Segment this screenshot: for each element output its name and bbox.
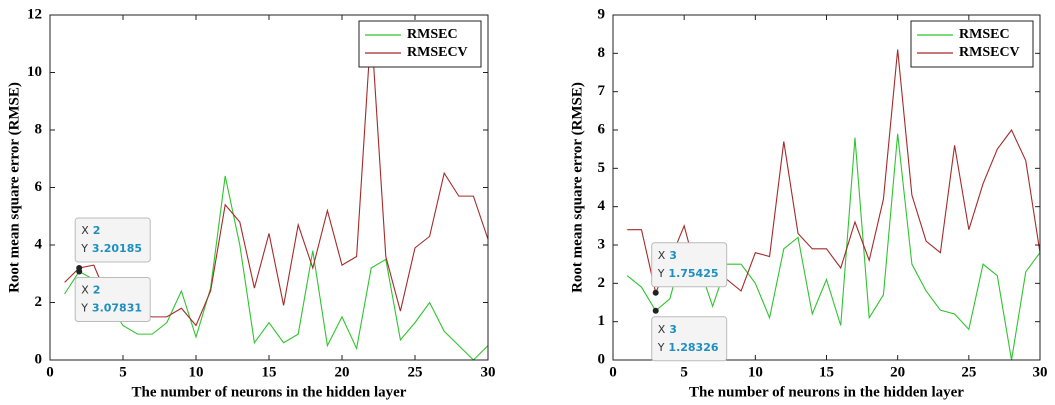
datatip-box bbox=[651, 316, 728, 362]
y-tick-label: 2 bbox=[35, 294, 43, 310]
datatip-prefix: Y bbox=[657, 341, 665, 354]
y-tick-label: 7 bbox=[598, 83, 606, 99]
x-tick-label: 20 bbox=[890, 364, 905, 380]
x-tick-label: 20 bbox=[335, 364, 350, 380]
y-tick-label: 1 bbox=[598, 313, 606, 329]
datatip-point bbox=[76, 268, 83, 275]
datatip-box bbox=[74, 217, 151, 263]
y-axis-label: Root mean square error (RMSE) bbox=[569, 82, 585, 293]
datatip-x-value: 3 bbox=[669, 249, 677, 262]
x-tick-label: 0 bbox=[609, 364, 617, 380]
datatip-y: Y 1.28326 bbox=[657, 341, 719, 354]
datatip-prefix: X bbox=[81, 283, 89, 296]
legend-box bbox=[910, 20, 1034, 68]
y-tick-label: 6 bbox=[598, 121, 606, 137]
data-line bbox=[64, 175, 489, 361]
x-tick-label: 30 bbox=[481, 364, 496, 380]
y-tick-label: 4 bbox=[598, 198, 606, 214]
x-tick-label: 30 bbox=[1033, 364, 1048, 380]
y-tick-label: 6 bbox=[35, 179, 43, 195]
x-axis-label: The number of neurons in the hidden laye… bbox=[132, 384, 407, 400]
legend-label: RMSECV bbox=[959, 45, 1020, 60]
y-axis-label: Root mean square error (RMSE) bbox=[6, 82, 22, 293]
x-axis-label: The number of neurons in the hidden laye… bbox=[689, 384, 964, 400]
x-tick-label: 5 bbox=[119, 364, 127, 380]
datatip-y-value: 3.20185 bbox=[92, 242, 142, 255]
y-tick-label: 9 bbox=[598, 6, 606, 22]
datatip-box bbox=[74, 276, 151, 322]
legend-label: RMSECV bbox=[407, 45, 468, 60]
y-tick-label: 10 bbox=[27, 64, 42, 80]
x-tick-label: 25 bbox=[961, 364, 976, 380]
legend-box bbox=[358, 20, 482, 68]
datatip-y: Y 1.75425 bbox=[657, 267, 719, 280]
legend-label: RMSEC bbox=[407, 27, 458, 42]
x-tick-label: 10 bbox=[189, 364, 204, 380]
y-tick-label: 8 bbox=[598, 45, 606, 61]
y-tick-label: 12 bbox=[27, 6, 42, 22]
datatip-y-value: 1.75425 bbox=[668, 267, 718, 280]
x-tick-label: 15 bbox=[819, 364, 834, 380]
datatip-point bbox=[652, 307, 659, 314]
y-tick-label: 0 bbox=[598, 351, 606, 367]
y-tick-label: 8 bbox=[35, 121, 43, 137]
datatip-x-value: 2 bbox=[93, 283, 101, 296]
x-tick-label: 10 bbox=[748, 364, 763, 380]
y-tick-label: 0 bbox=[35, 351, 43, 367]
datatip-prefix: Y bbox=[657, 267, 665, 280]
datatip-point bbox=[652, 289, 659, 296]
datatip-y-value: 3.07831 bbox=[92, 301, 142, 314]
legend-label: RMSEC bbox=[959, 27, 1010, 42]
y-tick-label: 2 bbox=[598, 275, 606, 291]
y-tick-label: 3 bbox=[598, 236, 606, 252]
datatip-x-value: 3 bbox=[669, 323, 677, 336]
datatip-prefix: X bbox=[81, 224, 89, 237]
datatip-y: Y 3.20185 bbox=[80, 242, 142, 255]
x-tick-label: 0 bbox=[46, 364, 54, 380]
datatip-prefix: X bbox=[658, 249, 666, 262]
x-tick-label: 15 bbox=[262, 364, 277, 380]
datatip-prefix: Y bbox=[80, 242, 88, 255]
x-tick-label: 5 bbox=[680, 364, 688, 380]
datatip-prefix: Y bbox=[80, 301, 88, 314]
datatip-box bbox=[651, 242, 728, 288]
datatip-prefix: X bbox=[658, 323, 666, 336]
datatip-x-value: 2 bbox=[93, 224, 101, 237]
datatip-y-value: 1.28326 bbox=[668, 341, 718, 354]
y-tick-label: 5 bbox=[598, 160, 606, 176]
x-tick-label: 25 bbox=[408, 364, 423, 380]
datatip-y: Y 3.07831 bbox=[80, 301, 142, 314]
y-tick-label: 4 bbox=[35, 236, 43, 252]
